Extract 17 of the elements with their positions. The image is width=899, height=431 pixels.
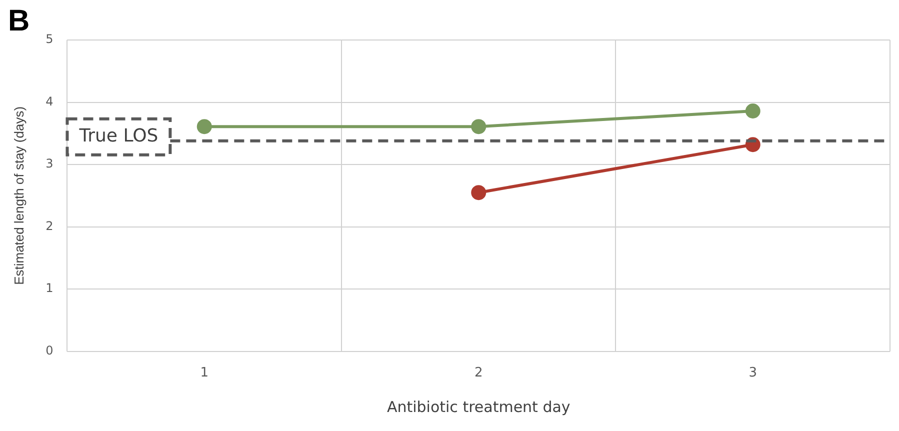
ref-line-label: True LOS bbox=[78, 126, 158, 147]
point bbox=[196, 119, 212, 134]
y-tick-label: 2 bbox=[46, 218, 54, 233]
point bbox=[471, 185, 486, 200]
y-tick-label: 4 bbox=[46, 94, 54, 108]
y-tick-label: 3 bbox=[46, 156, 54, 171]
x-tick-label: 3 bbox=[748, 366, 758, 381]
point bbox=[471, 119, 486, 134]
chart-title: B bbox=[8, 4, 30, 38]
y-tick-label: 1 bbox=[46, 281, 54, 296]
x-tick-label: 1 bbox=[200, 366, 209, 381]
x-axis-title: Antibiotic treatment day bbox=[386, 398, 570, 416]
point bbox=[745, 104, 760, 118]
y-axis-title: Estimated length of stay (days) bbox=[11, 106, 26, 285]
x-tick-label: 2 bbox=[474, 366, 483, 381]
y-tick-label: 5 bbox=[46, 32, 54, 46]
y-tick-label: 0 bbox=[46, 344, 54, 358]
